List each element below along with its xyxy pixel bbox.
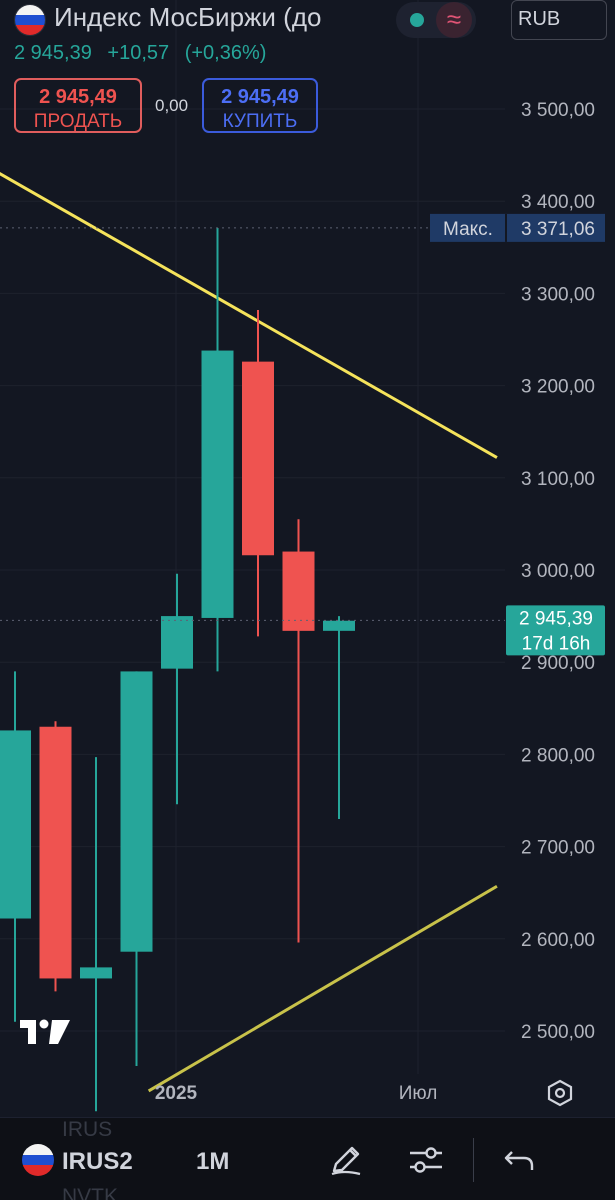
buy-label: КУПИТЬ <box>222 111 298 132</box>
instrument-title[interactable]: Индекс МосБиржи (до <box>54 2 322 32</box>
candle-body <box>282 551 315 631</box>
candle-body <box>120 671 153 952</box>
candle-body <box>161 616 193 669</box>
sell-button[interactable]: 2 945,49 ПРОДАТЬ <box>14 78 142 133</box>
spread-value: 0,00 <box>155 96 189 115</box>
russia-flag-icon <box>22 1144 54 1176</box>
y-axis-tick-label: 3 000,00 <box>521 561 595 582</box>
watchlist-ghost-prev: IRUS <box>62 1118 113 1141</box>
y-axis-tick-label: 2 500,00 <box>521 1022 595 1043</box>
max-badge-value: 3 371,06 <box>521 219 595 240</box>
candle-body <box>201 350 234 618</box>
sell-price: 2 945,49 <box>39 86 117 108</box>
sliders-icon[interactable] <box>406 1140 446 1180</box>
candle-body <box>242 361 274 556</box>
candle-body <box>39 726 72 979</box>
x-axis-label: 2025 <box>155 1083 198 1104</box>
y-axis-tick-label: 3 400,00 <box>521 192 595 213</box>
tradingview-logo-icon <box>20 1019 70 1044</box>
bottom-toolbar: IRUS IRUS2 1M NVTK <box>0 1117 615 1200</box>
candle-body <box>323 620 355 631</box>
y-axis-tick-label: 2 800,00 <box>521 745 595 766</box>
undo-icon[interactable] <box>500 1140 540 1180</box>
toolbar-divider <box>473 1138 474 1182</box>
y-axis-tick-label: 2 600,00 <box>521 930 595 951</box>
max-badge <box>430 213 605 242</box>
x-axis-label: Июл <box>399 1083 438 1104</box>
sell-label: ПРОДАТЬ <box>33 111 123 132</box>
y-axis-tick-label: 2 900,00 <box>521 653 595 674</box>
y-axis-tick-label: 3 500,00 <box>521 100 595 121</box>
trendline <box>147 884 498 1093</box>
y-axis-tick-label: 2 700,00 <box>521 838 595 859</box>
y-axis-tick-label: 3 100,00 <box>521 469 595 490</box>
chart-settings-icon[interactable] <box>547 1079 573 1107</box>
y-axis-tick-label: 3 200,00 <box>521 377 595 398</box>
candle-body <box>80 967 112 979</box>
currency-selector[interactable]: RUB <box>511 0 607 40</box>
symbol-selector[interactable]: IRUS2 <box>62 1148 133 1175</box>
y-axis-tick-label: 3 300,00 <box>521 284 595 305</box>
change-pct: (+0,36%) <box>184 42 267 64</box>
interval-selector[interactable]: 1M <box>196 1148 230 1175</box>
pen-icon[interactable] <box>326 1140 366 1180</box>
quote-line: 2 945,39 +10,57 (+0,36%) <box>14 42 276 65</box>
approx-wave-icon[interactable]: ≈ <box>436 2 472 38</box>
candle-body <box>0 730 31 919</box>
watchlist-ghost-next: NVTK <box>62 1185 119 1200</box>
last-price-badge <box>506 605 605 656</box>
max-badge-label: Макс. <box>443 219 493 240</box>
bar-countdown: 17d 16h <box>522 633 591 654</box>
last-price-value: 2 945,39 <box>519 608 593 629</box>
buy-button[interactable]: 2 945,49 КУПИТЬ <box>202 78 318 133</box>
last-price: 2 945,39 <box>14 42 92 64</box>
market-status-dot-icon <box>410 13 424 27</box>
chart-header: Индекс МосБиржи (до ≈ RUB 2 945,39 +10,5… <box>0 0 615 140</box>
status-pill[interactable]: ≈ <box>396 2 476 38</box>
change-abs: +10,57 <box>107 42 170 64</box>
buy-price: 2 945,49 <box>221 86 299 108</box>
russia-flag-icon <box>14 4 46 36</box>
trendline <box>0 172 498 459</box>
price-chart[interactable]: 3 500,00 3 400,00 3 300,00 3 200,00 3 100,00… <box>0 0 615 1117</box>
